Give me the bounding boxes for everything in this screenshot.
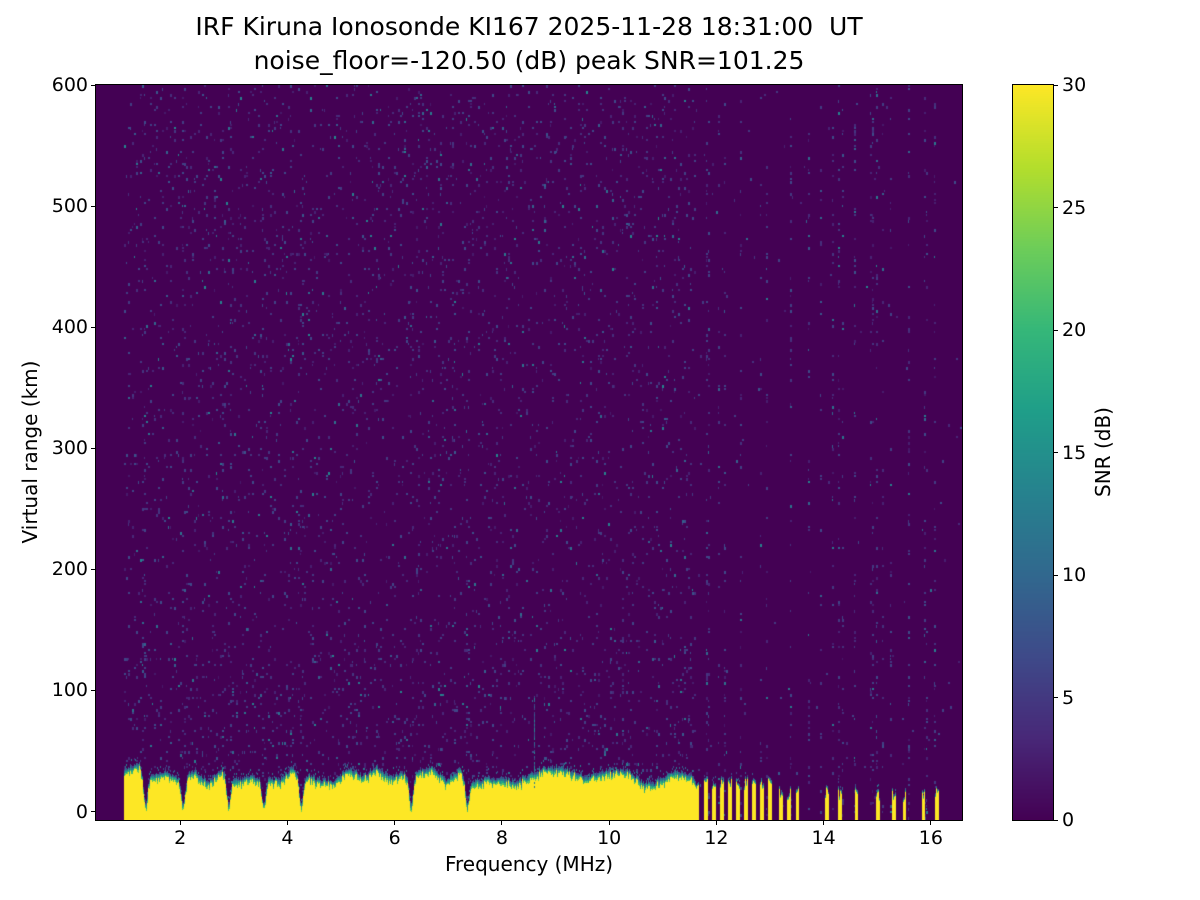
x-tick-mark <box>501 821 503 825</box>
colorbar-tick-label: 20 <box>1062 319 1087 341</box>
y-tick-mark <box>91 811 95 813</box>
ionogram-heatmap-canvas <box>96 85 962 820</box>
x-tick-label: 16 <box>918 827 943 849</box>
colorbar-tick-mark <box>1054 207 1058 208</box>
colorbar-tick-mark <box>1054 452 1058 453</box>
x-tick-mark <box>394 821 396 825</box>
colorbar-tick-label: 30 <box>1062 74 1087 96</box>
x-tick-label: 8 <box>495 827 508 849</box>
colorbar-gradient-canvas <box>1013 85 1053 820</box>
y-tick-mark <box>91 84 95 86</box>
y-tick-label: 400 <box>51 316 88 339</box>
colorbar-tick-label: 0 <box>1062 809 1075 831</box>
x-tick-label: 14 <box>811 827 836 849</box>
x-tick-mark <box>715 821 717 825</box>
y-tick-mark <box>91 689 95 691</box>
colorbar-tick-mark <box>1054 329 1058 331</box>
colorbar-tick-mark <box>1054 697 1058 698</box>
chart-subtitle: noise_floor=-120.50 (dB) peak SNR=101.25 <box>253 46 805 75</box>
x-tick-mark <box>179 821 181 825</box>
colorbar-tick-label: 10 <box>1062 564 1087 586</box>
y-tick-mark <box>91 568 95 570</box>
x-tick-mark <box>930 821 932 825</box>
y-tick-mark <box>91 447 95 449</box>
x-tick-label: 10 <box>597 827 622 849</box>
x-tick-label: 4 <box>281 827 294 849</box>
x-tick-mark <box>286 821 288 825</box>
colorbar-tick-mark <box>1054 574 1058 576</box>
y-axis-label: Virtual range (km) <box>18 360 42 544</box>
x-axis-label: Frequency (MHz) <box>444 852 614 876</box>
x-tick-label: 6 <box>388 827 401 849</box>
colorbar-tick-label: 15 <box>1062 441 1087 464</box>
plot-frame <box>95 84 963 821</box>
y-tick-mark <box>91 205 95 207</box>
x-tick-label: 2 <box>174 827 187 849</box>
y-tick-label: 500 <box>51 195 88 218</box>
y-tick-label: 100 <box>51 679 88 702</box>
y-tick-mark <box>91 326 95 328</box>
x-tick-mark <box>608 821 610 825</box>
y-tick-label: 200 <box>51 558 88 581</box>
colorbar-tick-label: 25 <box>1062 196 1087 219</box>
chart-title: IRF Kiruna Ionosonde KI167 2025-11-28 18… <box>195 12 863 41</box>
x-tick-label: 12 <box>704 827 729 849</box>
y-tick-label: 600 <box>51 74 88 96</box>
colorbar-tick-mark <box>1054 84 1058 86</box>
colorbar-tick-mark <box>1054 819 1058 821</box>
colorbar-frame <box>1012 84 1054 821</box>
y-tick-label: 300 <box>51 437 88 460</box>
colorbar-tick-label: 5 <box>1062 686 1075 709</box>
x-tick-mark <box>823 821 825 825</box>
colorbar-label: SNR (dB) <box>1091 407 1115 497</box>
y-tick-label: 0 <box>75 800 88 823</box>
